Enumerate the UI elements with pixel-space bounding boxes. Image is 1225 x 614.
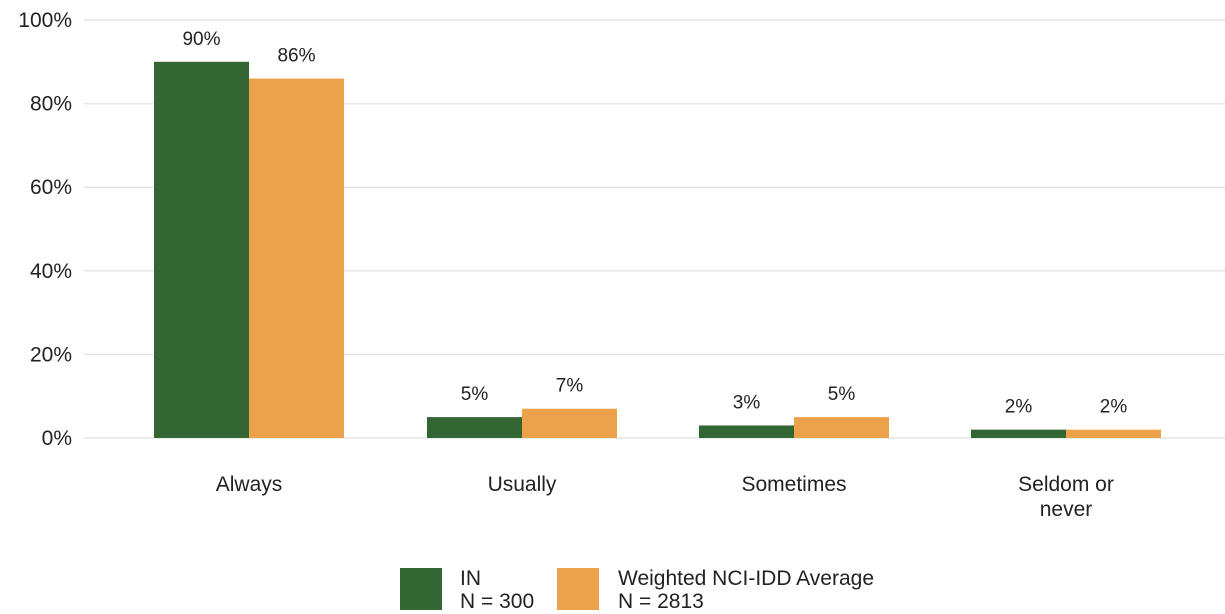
- data-label: 86%: [277, 46, 315, 67]
- y-tick-label: 80%: [30, 93, 72, 116]
- data-label: 5%: [828, 384, 856, 405]
- x-axis-categories: Always Usually Sometimes Seldom or never: [216, 473, 1114, 521]
- y-tick-label: 40%: [30, 260, 72, 283]
- legend-swatch: [400, 568, 442, 610]
- bar-in-1: [427, 417, 522, 438]
- legend-swatch: [557, 568, 599, 610]
- bars: [154, 61, 1161, 439]
- data-label: 90%: [182, 29, 220, 50]
- bar-nci-idd-1: [522, 408, 617, 438]
- x-category-label-line: Always: [216, 473, 283, 496]
- x-category-label: Seldom or never: [1018, 473, 1114, 521]
- legend-sample-size: N = 300: [460, 590, 534, 613]
- legend-item-in: INN = 300: [400, 567, 534, 613]
- legend-label: Weighted NCI-IDD Average: [618, 567, 874, 590]
- bar-nci-idd-0: [249, 78, 344, 439]
- bar-nci-idd-3: [1066, 429, 1161, 438]
- legend-sample-size: N = 2813: [618, 590, 704, 613]
- bar-in-0: [154, 61, 249, 439]
- bar-in-2: [699, 425, 794, 438]
- x-category-label-line: Usually: [488, 473, 557, 496]
- y-tick-label: 100%: [18, 9, 72, 32]
- data-label: 7%: [556, 376, 584, 397]
- x-category-label: Sometimes: [741, 473, 846, 496]
- x-category-label: Always: [216, 473, 283, 496]
- x-category-label: Usually: [488, 473, 557, 496]
- data-labels: 90% 5% 3% 2% 86% 7% 5% 2%: [182, 29, 1127, 418]
- y-tick-label: 60%: [30, 176, 72, 199]
- legend-label: IN: [460, 567, 481, 590]
- x-category-label-line: never: [1040, 498, 1093, 521]
- data-label: 2%: [1005, 397, 1033, 418]
- data-label: 5%: [461, 384, 489, 405]
- y-tick-label: 0%: [42, 427, 72, 450]
- bar-in-3: [971, 429, 1066, 438]
- bar-nci-idd-2: [794, 417, 889, 438]
- data-label: 3%: [733, 392, 761, 413]
- x-category-label-line: Sometimes: [741, 473, 846, 496]
- y-axis-ticks: 0% 20% 40% 60% 80% 100%: [18, 9, 72, 450]
- data-label: 2%: [1100, 397, 1128, 418]
- x-category-label-line: Seldom or: [1018, 473, 1114, 496]
- y-tick-label: 20%: [30, 343, 72, 366]
